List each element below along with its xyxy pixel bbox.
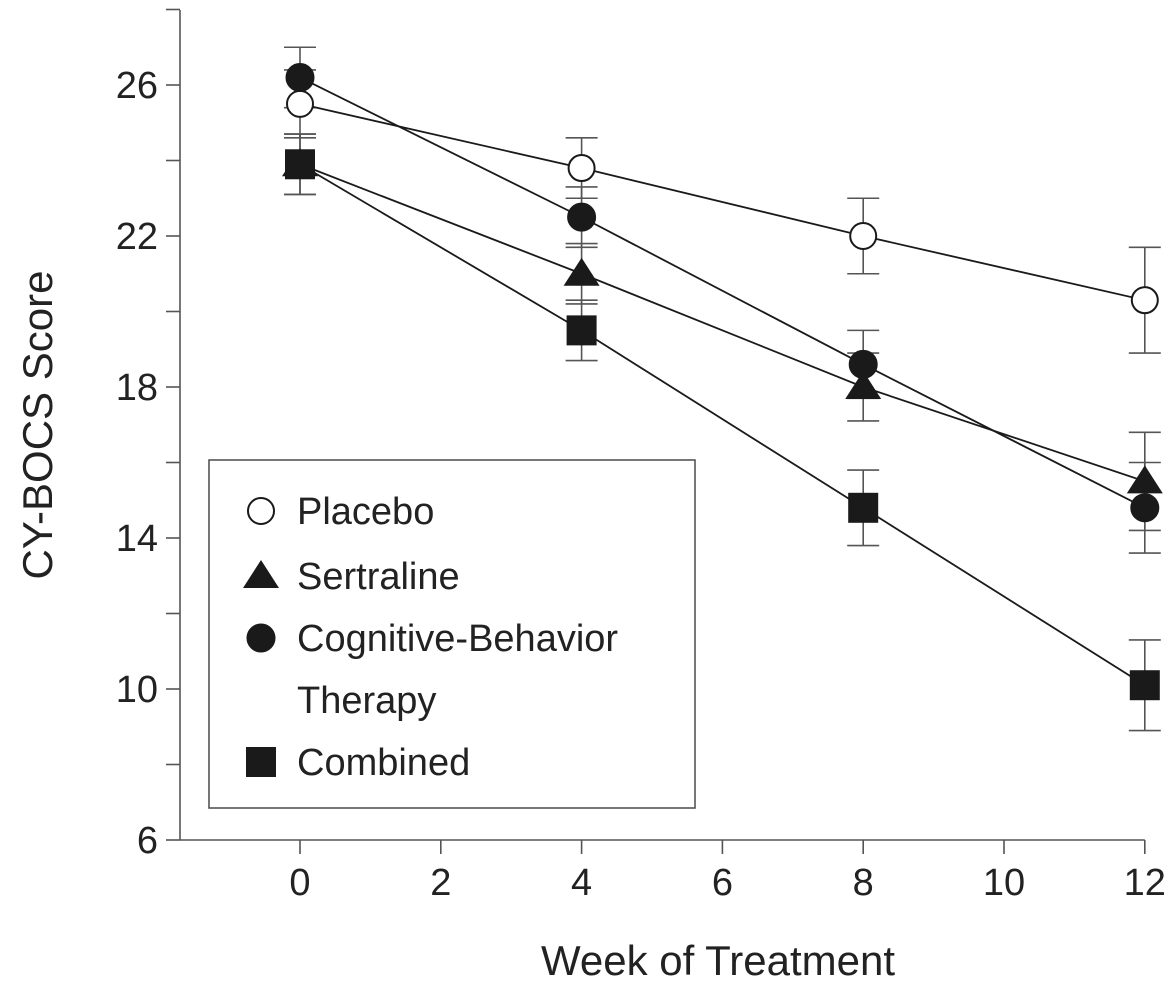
y-tick-label-22: 22 xyxy=(116,216,158,258)
y-axis-title: CY-BOCS Score xyxy=(14,271,61,580)
series-1-point-0 xyxy=(286,89,314,118)
legend-label-3-line-1: Cognitive-Behavior xyxy=(297,618,618,660)
series-2-point-1 xyxy=(563,257,600,286)
legend-box xyxy=(208,459,696,809)
legend: Placebo Sertraline Cognitive-Behavior Thera… xyxy=(208,459,696,809)
x-tick-label-10: 10 xyxy=(983,862,1025,904)
series-2-point-2 xyxy=(845,371,882,399)
y-tick-label-10: 10 xyxy=(116,669,158,711)
legend-marker-3 xyxy=(246,623,276,653)
series-1-point-3 xyxy=(1130,286,1159,315)
x-tick-label-6: 6 xyxy=(712,862,733,904)
legend-marker-2 xyxy=(243,560,279,588)
legend-label-4: Combined xyxy=(297,742,470,784)
axes: 6 10 14 18 22 26 0 2 4 6 8 10 12 xyxy=(116,8,1166,904)
series-4-point-2 xyxy=(848,492,879,523)
series-4-point-3 xyxy=(1129,670,1160,701)
series-1-point-2 xyxy=(849,222,878,250)
legend-marker-1 xyxy=(247,497,275,525)
y-tick-label-6: 6 xyxy=(137,820,158,862)
x-tick-label-0: 0 xyxy=(289,862,310,904)
legend-label-1: Placebo xyxy=(297,491,434,533)
y-tick-label-18: 18 xyxy=(116,367,158,409)
x-tick-label-12: 12 xyxy=(1124,862,1166,904)
series-3-point-1 xyxy=(567,202,597,232)
series-3-point-3 xyxy=(1130,493,1160,523)
y-tick-label-26: 26 xyxy=(116,65,158,107)
series-3-line xyxy=(299,76,1146,509)
y-tick-label-14: 14 xyxy=(116,518,158,560)
series-1-line xyxy=(299,102,1146,302)
series-3-point-2 xyxy=(848,349,878,379)
x-tick-label-8: 8 xyxy=(853,862,874,904)
legend-marker-4 xyxy=(246,747,276,777)
x-tick-label-2: 2 xyxy=(430,862,451,904)
legend-label-2: Sertraline xyxy=(297,556,460,598)
series-markers xyxy=(282,62,1163,701)
series-4-line xyxy=(299,163,1146,686)
series-4-point-0 xyxy=(285,149,315,180)
series-3-point-0 xyxy=(285,62,315,92)
x-tick-label-4: 4 xyxy=(571,862,592,904)
series-4-point-1 xyxy=(566,315,597,346)
series-2-point-3 xyxy=(1126,465,1163,494)
legend-label-3-line-2: Therapy xyxy=(297,680,436,722)
x-axis-title: Week of Treatment xyxy=(541,937,895,984)
series-1-point-1 xyxy=(567,154,596,183)
series-lines xyxy=(299,76,1146,686)
series-2-line xyxy=(299,163,1146,483)
